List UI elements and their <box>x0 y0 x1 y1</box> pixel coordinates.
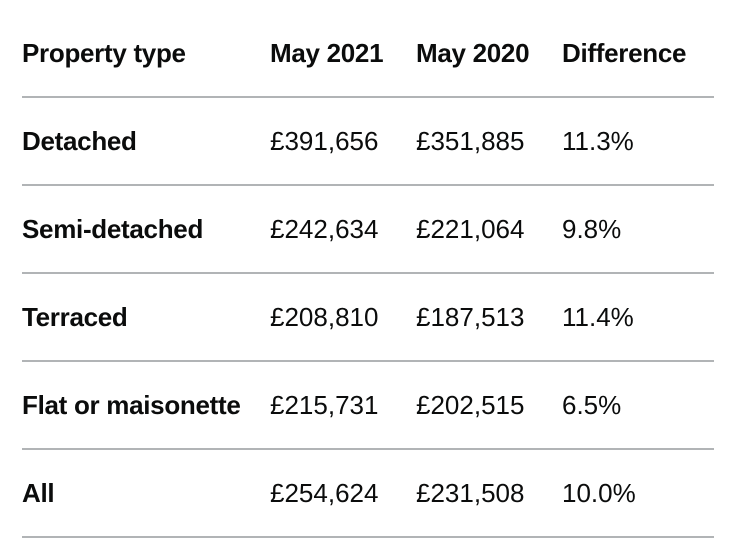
may-2020-cell: £202,515 <box>416 361 562 450</box>
property-type-cell: Terraced <box>22 273 270 362</box>
price-table-container: Property type May 2021 May 2020 Differen… <box>22 10 714 538</box>
table-row: Detached £391,656 £351,885 11.3% <box>22 97 714 186</box>
table-row: All £254,624 £231,508 10.0% <box>22 449 714 538</box>
property-type-cell: Detached <box>22 97 270 186</box>
may-2020-cell: £187,513 <box>416 273 562 362</box>
header-difference: Difference <box>562 10 714 98</box>
header-row: Property type May 2021 May 2020 Differen… <box>22 10 714 98</box>
property-type-cell: Flat or maisonette <box>22 361 270 450</box>
property-type-cell: Semi-detached <box>22 185 270 274</box>
difference-cell: 9.8% <box>562 185 714 274</box>
property-price-table: Property type May 2021 May 2020 Differen… <box>22 10 714 538</box>
may-2021-cell: £242,634 <box>270 185 416 274</box>
may-2021-cell: £254,624 <box>270 449 416 538</box>
difference-cell: 11.4% <box>562 273 714 362</box>
may-2020-cell: £351,885 <box>416 97 562 186</box>
may-2020-cell: £221,064 <box>416 185 562 274</box>
difference-cell: 6.5% <box>562 361 714 450</box>
header-may-2021: May 2021 <box>270 10 416 98</box>
header-may-2020: May 2020 <box>416 10 562 98</box>
table-row: Terraced £208,810 £187,513 11.4% <box>22 273 714 362</box>
table-row: Flat or maisonette £215,731 £202,515 6.5… <box>22 361 714 450</box>
header-property-type: Property type <box>22 10 270 98</box>
may-2021-cell: £215,731 <box>270 361 416 450</box>
table-row: Semi-detached £242,634 £221,064 9.8% <box>22 185 714 274</box>
difference-cell: 11.3% <box>562 97 714 186</box>
property-type-cell: All <box>22 449 270 538</box>
table-header: Property type May 2021 May 2020 Differen… <box>22 10 714 98</box>
difference-cell: 10.0% <box>562 449 714 538</box>
may-2021-cell: £391,656 <box>270 97 416 186</box>
may-2021-cell: £208,810 <box>270 273 416 362</box>
may-2020-cell: £231,508 <box>416 449 562 538</box>
table-body: Detached £391,656 £351,885 11.3% Semi-de… <box>22 97 714 538</box>
